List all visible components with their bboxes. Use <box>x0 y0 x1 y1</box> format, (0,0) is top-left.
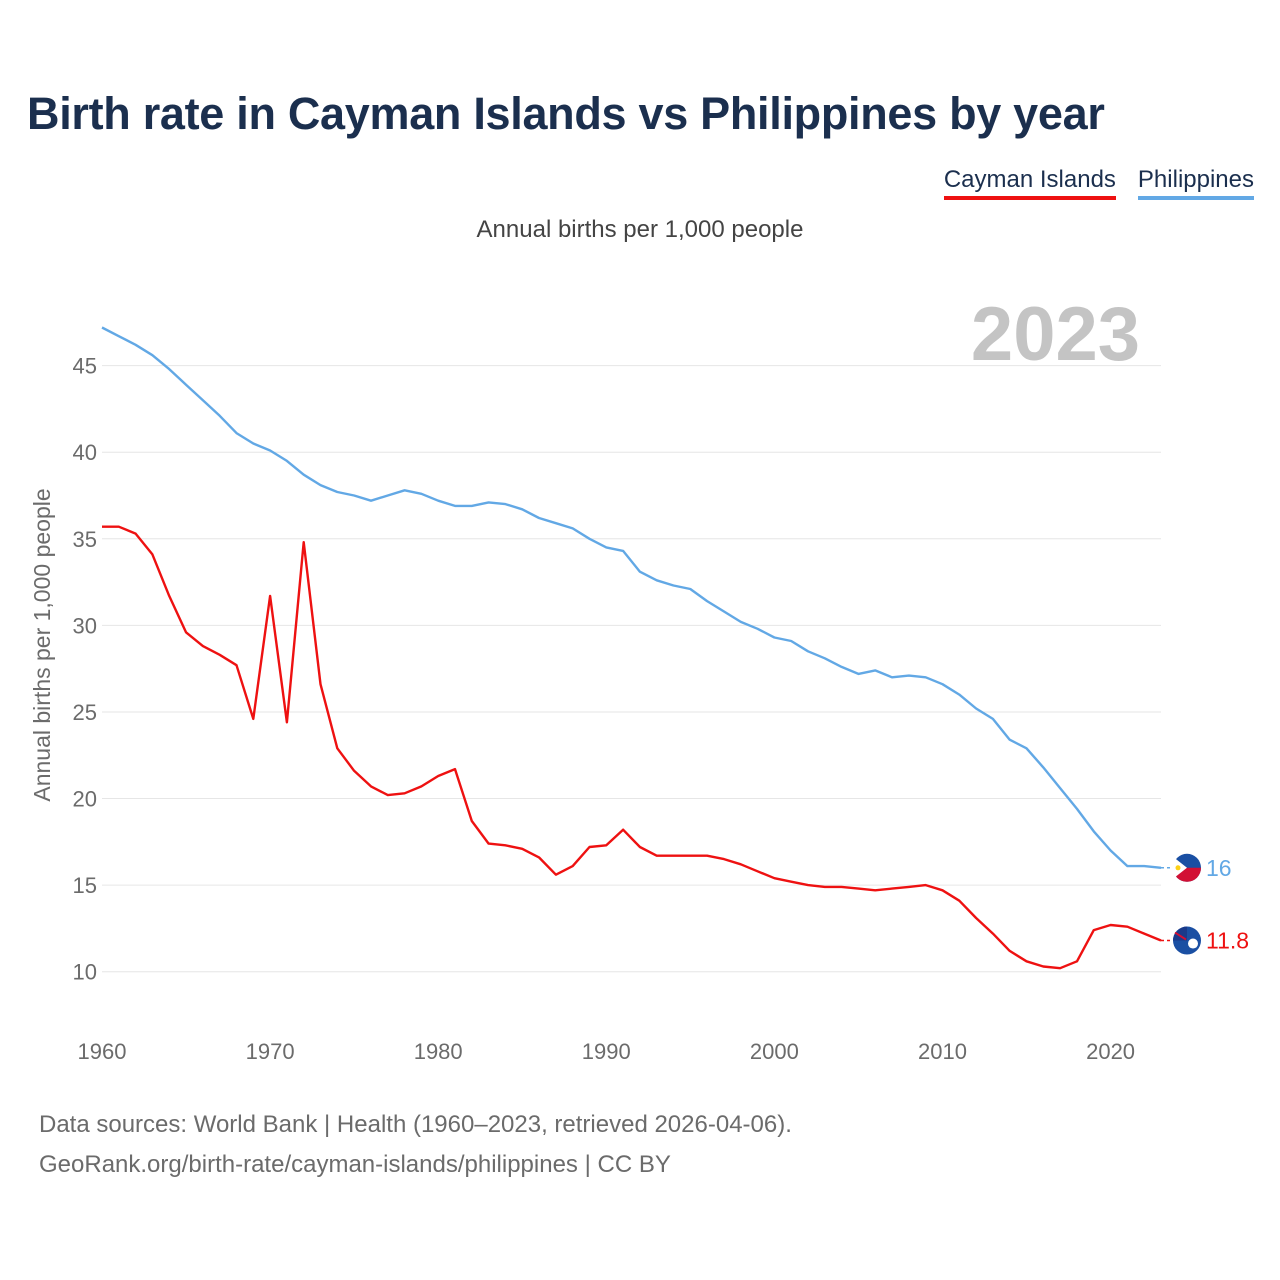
y-axis-title: Annual births per 1,000 people <box>29 488 55 801</box>
legend: Cayman Islands Philippines <box>943 166 1254 200</box>
series-line-cayman-islands[interactable] <box>102 525 1162 970</box>
end-value-label-philippines: 16 <box>1206 855 1232 881</box>
gridlines <box>102 365 1161 973</box>
chart-title: Birth rate in Cayman Islands vs Philippi… <box>27 88 1105 139</box>
y-tick-label-25: 25 <box>73 700 97 725</box>
x-tick-label-1960: 1960 <box>78 1039 127 1064</box>
x-tick-label-2010: 2010 <box>918 1039 967 1064</box>
y-axis-ticks: 10 15 20 25 30 35 40 45 <box>73 354 97 985</box>
y-tick-label-30: 30 <box>73 613 97 638</box>
y-tick-label-45: 45 <box>73 354 97 379</box>
y-tick-label-40: 40 <box>73 440 97 465</box>
series-lines <box>101 326 1162 970</box>
legend-item-philippines[interactable]: Philippines <box>1137 166 1254 200</box>
flag-cross-icon <box>1174 931 1187 941</box>
end-marker-cayman-islands: 11.8 <box>1161 926 1249 955</box>
end-marker-philippines: 16 <box>1161 853 1232 882</box>
x-tick-label-1970: 1970 <box>246 1039 295 1064</box>
x-tick-label-1990: 1990 <box>582 1039 631 1064</box>
end-markers: 11.8 16 <box>1161 853 1249 955</box>
chart-subtitle: Annual births per 1,000 people <box>476 216 804 243</box>
footer: Data sources: World Bank | Health (1960–… <box>39 1105 792 1185</box>
y-tick-label-20: 20 <box>73 787 97 812</box>
y-tick-label-35: 35 <box>73 527 97 552</box>
data-source-note: Data sources: World Bank | Health (1960–… <box>39 1111 792 1138</box>
x-tick-label-1980: 1980 <box>414 1039 463 1064</box>
legend-item-cayman-islands[interactable]: Cayman Islands <box>943 166 1116 200</box>
flag-crest-icon <box>1188 938 1198 949</box>
x-tick-label-2020: 2020 <box>1086 1039 1135 1064</box>
y-tick-label-10: 10 <box>73 960 97 985</box>
flag-sun-icon <box>1175 865 1181 871</box>
y-tick-label-15: 15 <box>73 873 97 898</box>
series-line-philippines[interactable] <box>101 326 1162 869</box>
end-value-label-cayman-islands: 11.8 <box>1206 928 1249 954</box>
x-axis-ticks: 1960 1970 1980 1990 2000 2010 2020 <box>78 1039 1136 1064</box>
year-label: 2023 <box>971 292 1140 377</box>
x-tick-label-2000: 2000 <box>750 1039 799 1064</box>
source-link[interactable]: GeoRank.org/birth-rate/cayman-islands/ph… <box>39 1151 671 1178</box>
